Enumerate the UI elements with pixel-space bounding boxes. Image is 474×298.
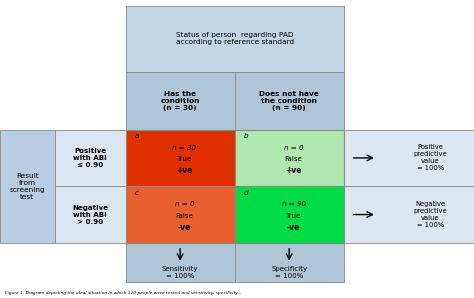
Text: False: False xyxy=(284,156,302,162)
Text: Figure 1. Diagram depicting the ideal situation in which 120 people were tested : Figure 1. Diagram depicting the ideal si… xyxy=(5,291,241,295)
Text: Sensitivity
= 100%: Sensitivity = 100% xyxy=(162,266,199,279)
Text: +ve: +ve xyxy=(285,167,302,176)
Text: -ve: -ve xyxy=(287,223,300,232)
Bar xyxy=(344,130,474,186)
Bar xyxy=(55,186,126,243)
Text: Negative
predictive
value
= 100%: Negative predictive value = 100% xyxy=(413,201,447,228)
Bar xyxy=(235,186,344,243)
Bar xyxy=(126,72,235,130)
Text: -ve: -ve xyxy=(178,223,191,232)
Text: Positive
with ABI
≤ 0.90: Positive with ABI ≤ 0.90 xyxy=(73,148,107,168)
Text: True: True xyxy=(286,213,301,219)
Text: +ve: +ve xyxy=(176,167,193,176)
Text: Positive
predictive
value
= 100%: Positive predictive value = 100% xyxy=(413,145,447,171)
Text: Result
from
screening
test: Result from screening test xyxy=(9,173,45,200)
Text: True: True xyxy=(177,156,192,162)
Bar xyxy=(344,186,474,243)
Text: n = 30: n = 30 xyxy=(173,145,197,151)
Bar xyxy=(126,186,235,243)
Text: d: d xyxy=(243,190,248,196)
Bar xyxy=(0,130,55,243)
Text: Has the
condition
(n = 30): Has the condition (n = 30) xyxy=(160,91,200,111)
Text: n = 90: n = 90 xyxy=(282,201,306,207)
Bar xyxy=(126,243,235,282)
Text: Specificity
= 100%: Specificity = 100% xyxy=(271,266,307,279)
Text: False: False xyxy=(175,213,193,219)
Bar xyxy=(235,72,344,130)
Text: n = 0: n = 0 xyxy=(175,201,194,207)
Text: Status of person  regarding PAD
according to reference standard: Status of person regarding PAD according… xyxy=(175,32,294,45)
Text: n = 0: n = 0 xyxy=(284,145,303,151)
Text: b: b xyxy=(243,134,248,139)
Bar xyxy=(235,130,344,186)
Bar xyxy=(55,130,126,186)
Text: Negative
with ABI
> 0.90: Negative with ABI > 0.90 xyxy=(72,204,108,225)
Text: a: a xyxy=(134,134,139,139)
Text: Does not have
the condition
(n = 90): Does not have the condition (n = 90) xyxy=(259,91,319,111)
Bar xyxy=(126,6,344,72)
Bar xyxy=(235,243,344,282)
Bar xyxy=(126,130,235,186)
Text: c: c xyxy=(134,190,138,196)
